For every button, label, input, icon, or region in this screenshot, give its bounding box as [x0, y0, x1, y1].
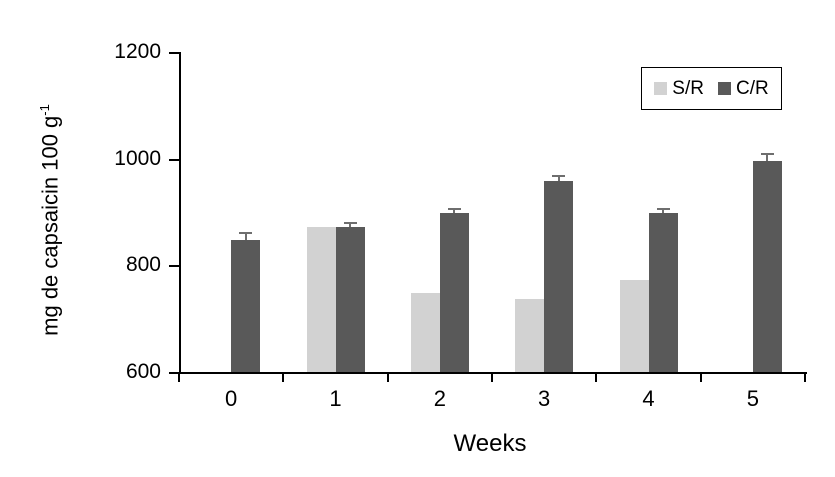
y-axis-title-text: mg de capsaicin 100 g — [37, 115, 63, 336]
y-axis-title: mg de capsaicin 100 g-1 — [31, 40, 63, 400]
bar-sr-week-4 — [619, 280, 649, 372]
x-axis-title: Weeks — [453, 430, 527, 457]
cr-swatch-icon — [717, 82, 731, 95]
x-tick-label: 2 — [433, 386, 446, 411]
legend-label-sr: S/R — [672, 77, 704, 99]
error-bar-cap-cr-week-4 — [656, 207, 670, 210]
legend-label-cr: C/R — [735, 77, 769, 99]
error-bar-cap-cr-week-3 — [552, 174, 566, 177]
error-bar-whisker-cr-week-5 — [766, 154, 769, 161]
y-axis-line — [179, 52, 181, 374]
y-axis-title-superscript: -1 — [37, 104, 52, 116]
y-tick-label: 1200 — [114, 40, 161, 63]
y-tick — [169, 158, 179, 161]
x-tick — [178, 372, 180, 382]
bar-cr-week-0 — [231, 239, 261, 372]
bar-cr-week-1 — [335, 227, 365, 372]
bar-sr-week-1 — [306, 226, 336, 372]
error-bar-whisker-cr-week-1 — [349, 223, 351, 228]
bar-cr-week-3 — [544, 181, 574, 372]
bar-sr-week-3 — [515, 299, 545, 372]
x-tick-label: 3 — [538, 386, 551, 411]
x-tick-label: 5 — [746, 386, 759, 411]
error-bar-whisker-cr-week-4 — [662, 209, 664, 214]
error-bar-whisker-cr-week-0 — [244, 234, 247, 240]
y-tick — [169, 372, 179, 374]
bar-cr-week-5 — [752, 160, 782, 372]
x-tick-label: 0 — [225, 386, 238, 411]
error-bar-cap-cr-week-2 — [447, 207, 461, 210]
y-tick-label: 600 — [125, 360, 161, 383]
bar-sr-week-2 — [410, 292, 440, 372]
x-tick-label: 1 — [329, 386, 342, 411]
x-tick — [804, 372, 806, 382]
error-bar-whisker-cr-week-2 — [453, 209, 456, 213]
x-tick — [282, 372, 285, 382]
x-tick — [386, 372, 389, 382]
y-tick-label: 1000 — [114, 146, 161, 170]
x-tick — [699, 372, 702, 382]
error-bar-cap-cr-week-5 — [760, 152, 774, 155]
legend: S/R C/R — [641, 67, 782, 110]
error-bar-cap-cr-week-0 — [239, 232, 253, 235]
y-tick — [169, 265, 179, 268]
bar-cr-week-2 — [439, 212, 469, 372]
x-tick-label: 4 — [642, 386, 655, 411]
x-tick — [491, 372, 493, 382]
legend-item-cr: C/R — [717, 77, 769, 100]
x-tick — [595, 372, 598, 382]
y-tick-label: 800 — [125, 253, 161, 277]
y-tick — [169, 52, 179, 54]
legend-item-sr: S/R — [654, 78, 704, 100]
sr-swatch-icon — [654, 82, 668, 95]
error-bar-whisker-cr-week-3 — [557, 176, 560, 182]
bar-cr-week-4 — [648, 213, 678, 372]
error-bar-cap-cr-week-1 — [343, 221, 357, 224]
x-axis-line — [179, 372, 807, 374]
